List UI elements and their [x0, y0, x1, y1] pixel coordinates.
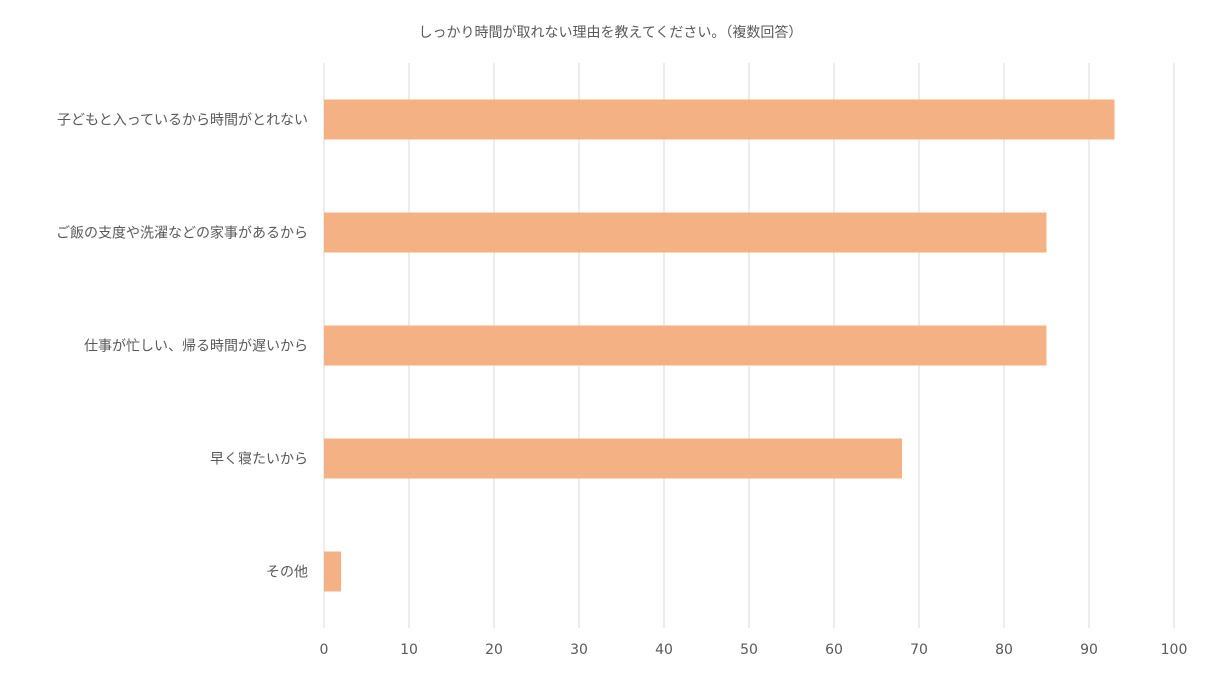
bar — [324, 212, 1047, 253]
bar — [324, 551, 341, 592]
category-label: 子どもと入っているから時間がとれない — [57, 113, 308, 129]
x-tick-label: 100 — [1161, 642, 1188, 658]
x-tick-label: 80 — [995, 642, 1013, 658]
bar — [324, 99, 1115, 140]
x-tick-label: 70 — [910, 642, 928, 658]
chart-title: しっかり時間が取れない理由を教えてください。（複数回答） — [418, 25, 803, 41]
category-label: ご飯の支度や洗濯などの家事があるから — [56, 225, 308, 242]
x-tick-label: 0 — [320, 642, 329, 658]
bar — [324, 438, 902, 479]
x-tick-label: 20 — [485, 642, 503, 658]
category-label: 早く寝たいから — [210, 451, 308, 468]
x-axis-ticks: 0 10 20 30 40 50 60 70 80 90 100 — [320, 642, 1188, 658]
category-label: その他 — [266, 565, 308, 581]
bars — [324, 99, 1115, 592]
bar — [324, 325, 1047, 366]
category-labels: 子どもと入っているから時間がとれないご飯の支度や洗濯などの家事があるから仕事が忙… — [56, 113, 308, 581]
x-tick-label: 90 — [1080, 642, 1098, 658]
x-tick-label: 30 — [570, 642, 588, 658]
category-label: 仕事が忙しい、帰る時間が遅いから — [84, 338, 308, 355]
x-tick-label: 10 — [400, 642, 418, 658]
x-tick-label: 60 — [825, 642, 843, 658]
x-tick-label: 50 — [740, 642, 758, 658]
x-tick-label: 40 — [655, 642, 673, 658]
